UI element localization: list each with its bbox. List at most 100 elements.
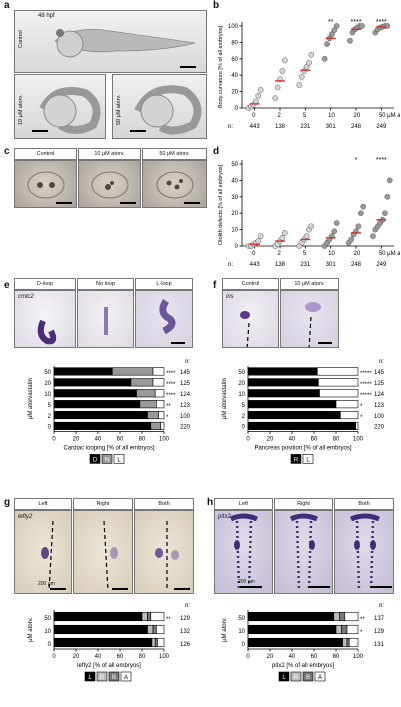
bar-segment <box>53 624 148 635</box>
category-label: 50 <box>44 370 51 376</box>
photo-pancreas-10uM <box>280 290 339 348</box>
n-value: 301 <box>326 124 337 130</box>
n-value: 145 <box>180 370 191 376</box>
y-tick-label: 30 <box>231 195 238 201</box>
data-point <box>279 234 286 241</box>
bar-segment <box>156 624 165 635</box>
data-point <box>255 92 262 99</box>
legend-swatch <box>113 454 125 464</box>
x-tick-label: 20 <box>354 251 361 257</box>
scalebar <box>180 66 196 68</box>
n-value: 220 <box>180 425 191 431</box>
n-value: 301 <box>326 262 337 268</box>
bar-segment <box>247 611 335 622</box>
data-point <box>382 210 388 217</box>
n-value: 123 <box>374 403 385 409</box>
heart-illustration <box>159 299 176 335</box>
bar-segment <box>147 410 159 420</box>
n-value: 145 <box>374 370 385 376</box>
n-value: 125 <box>180 381 191 387</box>
data-point <box>347 37 353 44</box>
header-h-left: Left <box>214 498 273 510</box>
embryo-curved-illustration <box>134 85 202 135</box>
bar-segment <box>154 637 158 648</box>
data-point <box>386 177 393 184</box>
legend-swatch <box>96 671 108 682</box>
bar-segment <box>154 389 165 398</box>
data-point <box>279 68 286 74</box>
legend-swatch <box>278 671 290 682</box>
category-label: 10 <box>238 629 245 635</box>
data-point <box>255 238 262 244</box>
significance-stars: ***** <box>360 371 372 377</box>
data-point <box>281 230 288 236</box>
data-point <box>359 23 365 29</box>
data-point <box>333 23 340 29</box>
bar-segment <box>341 624 348 635</box>
data-point <box>298 73 305 80</box>
x-tick-label: 80 <box>333 436 340 442</box>
data-point <box>306 60 312 66</box>
panel-label-h: h <box>207 497 214 508</box>
x-tick-label: 2 <box>278 251 282 257</box>
legend-key: L <box>88 675 92 681</box>
x-tick-label: 20 <box>267 654 274 660</box>
bar-segment <box>157 637 165 648</box>
significance-stars: ***** <box>360 393 372 399</box>
scalebar <box>318 342 332 344</box>
bar-segment <box>147 611 152 622</box>
otolith-illustration <box>156 171 194 199</box>
bar-segment <box>344 611 359 622</box>
photo-otolith-50uM <box>142 160 207 208</box>
x-tick-label: 80 <box>139 436 146 442</box>
header-c-control: Control <box>14 148 77 160</box>
category-label: 0 <box>48 425 52 431</box>
y-tick-label: 10 <box>231 228 238 234</box>
bar-segment <box>247 367 318 376</box>
legend-swatch <box>314 671 326 682</box>
panel-label-g: g <box>4 497 11 508</box>
bar-segment <box>339 611 346 622</box>
pitx2-illustration <box>350 513 380 592</box>
legend-swatch <box>290 454 302 464</box>
bar-segment <box>335 400 359 409</box>
x-tick-label: 10 <box>328 113 335 119</box>
embryo-illustration <box>54 29 196 58</box>
legend-key: R <box>100 675 105 681</box>
panel-label-c: c <box>4 146 10 157</box>
x-tick-label: 50 μM atorv. <box>379 113 400 119</box>
otolith-illustration <box>27 171 65 199</box>
lefty2-illustration <box>103 520 118 592</box>
bar-segment <box>112 367 154 376</box>
n-value: 231 <box>300 124 311 130</box>
legend-swatch <box>290 671 302 682</box>
lefty2-illustration <box>41 520 54 592</box>
y-axis-label: Body curvature [% of all embryos] <box>218 25 224 108</box>
header-g-right: Right <box>73 498 133 510</box>
scalebar <box>32 130 48 132</box>
bar-segment <box>152 624 157 635</box>
data-point <box>370 233 376 240</box>
significance-stars: **** <box>166 382 176 388</box>
data-point <box>308 51 315 58</box>
label-a-control: Control <box>18 30 24 48</box>
bar-segment <box>152 367 165 376</box>
bar-segment <box>53 378 132 387</box>
x-tick-label: 60 <box>117 654 124 660</box>
legend-key: L <box>117 457 121 463</box>
pancreas-illustration <box>240 311 250 347</box>
y-tick-label: 0 <box>235 106 239 112</box>
significance-stars: **** <box>166 371 176 377</box>
x-tick-label: 80 <box>333 654 340 660</box>
bar-segment <box>342 637 348 648</box>
n-value: 249 <box>376 262 387 268</box>
photo-lefty2-left <box>14 510 72 594</box>
bar-segment <box>151 637 156 648</box>
gene-label-lefty2: lefty2 <box>18 514 33 520</box>
x-tick-label: 60 <box>311 654 318 660</box>
data-point <box>308 223 315 230</box>
legend-swatch <box>84 671 96 682</box>
x-tick-label: 100 <box>353 654 364 660</box>
bar-segment <box>53 389 137 398</box>
data-point <box>360 203 367 210</box>
